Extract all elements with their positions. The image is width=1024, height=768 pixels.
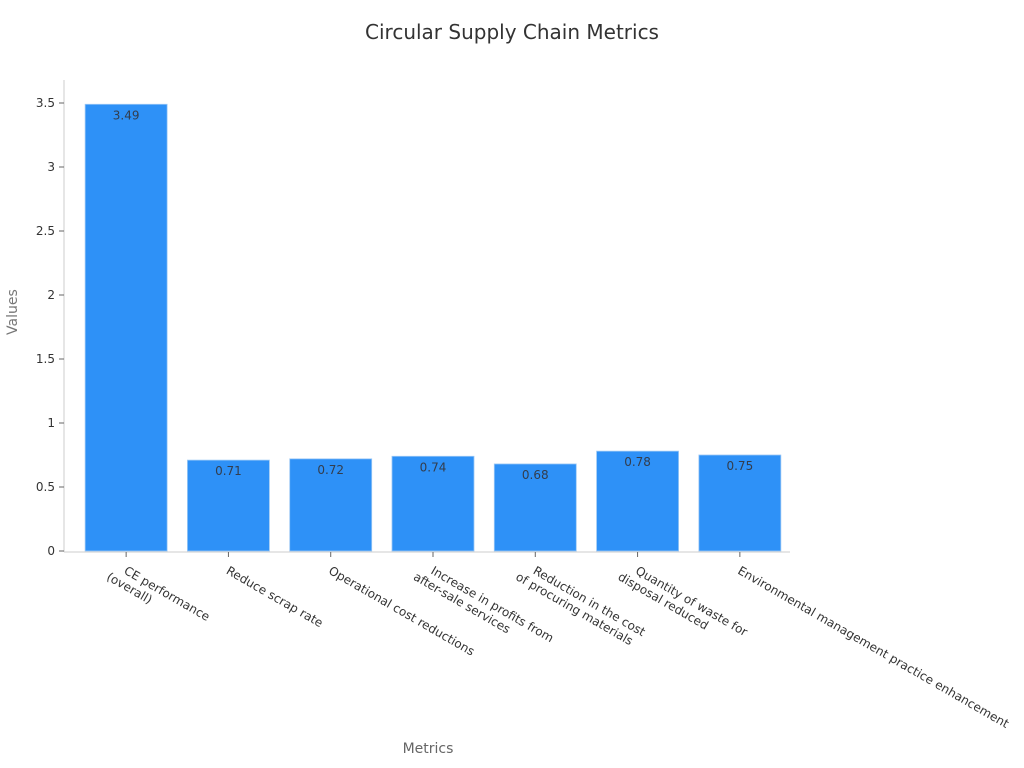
y-tick-label: 3 — [47, 160, 55, 174]
x-axis-label: Metrics — [402, 741, 454, 757]
bar[interactable] — [493, 463, 577, 552]
y-tick-label: 3.5 — [36, 96, 55, 110]
x-tick-label: Quantity of waste fordisposal reduced — [616, 557, 750, 651]
bar-value-label: 0.72 — [317, 463, 344, 477]
x-tick-label: Environmental management practice enhanc… — [735, 563, 1011, 731]
bar[interactable] — [187, 459, 270, 552]
x-tick-label: Reduce scrap rate — [224, 563, 326, 630]
bar[interactable] — [289, 458, 373, 552]
bar-value-label: 3.49 — [113, 108, 140, 122]
x-tick-label: CE performance(overall) — [104, 557, 212, 636]
y-tick-label: 0 — [47, 544, 55, 558]
bar-value-label: 0.75 — [726, 459, 753, 473]
y-tick-label: 1 — [47, 416, 55, 430]
bar[interactable] — [391, 455, 475, 552]
bar-value-label: 0.71 — [215, 464, 242, 478]
bar[interactable] — [84, 103, 168, 552]
bar[interactable] — [596, 450, 679, 552]
y-tick-label: 2.5 — [36, 224, 55, 238]
bar-value-label: 0.74 — [420, 460, 447, 474]
chart-title: Circular Supply Chain Metrics — [365, 20, 659, 44]
bar[interactable] — [698, 454, 782, 552]
y-tick-label: 1.5 — [36, 352, 55, 366]
y-tick-label: 2 — [47, 288, 55, 302]
bar-value-label: 0.68 — [522, 468, 549, 482]
y-tick-label: 0.5 — [36, 480, 55, 494]
bar-value-label: 0.78 — [624, 455, 651, 469]
